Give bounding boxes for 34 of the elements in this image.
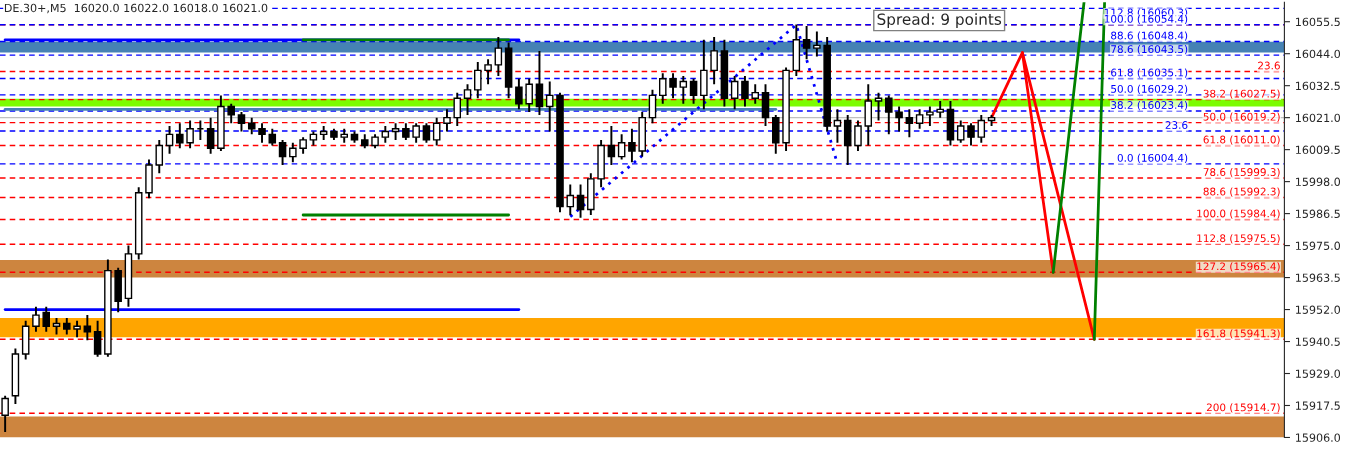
ref-line-label: 100.0 (15984.4) <box>1197 209 1280 219</box>
ref-line-label: 127.2 (15965.4) <box>1197 262 1280 272</box>
ref-line-label: 50.0 (16019.2) <box>1203 112 1280 122</box>
ref-line-label: 50.0 (16029.2) <box>1111 84 1188 95</box>
y-tick-label: 16044.0 <box>1296 49 1341 59</box>
y-tick-label: 15986.5 <box>1296 209 1340 218</box>
chart-title: DE.30+,M5 16020.0 16022.0 16018.0 16021.0 <box>4 3 268 14</box>
ref-line-label: 88.6 (15992.3) <box>1203 187 1280 197</box>
ref-line-label: 112.8 (15975.5) <box>1197 234 1280 244</box>
y-tick-label: 15952.0 <box>1296 305 1341 314</box>
y-tick-label: 16032.5 <box>1296 81 1340 91</box>
ref-line-label: 200 (15914.7) <box>1206 403 1280 413</box>
ref-line-label: 88.6 (16048.4) <box>1111 31 1188 41</box>
y-tick-label: 15975.0 <box>1296 241 1341 250</box>
annotation: 23.6 <box>1258 61 1280 70</box>
annotation: 23.6 <box>1165 121 1188 129</box>
y-tick-label: 16021.0 <box>1296 113 1341 123</box>
ref-line-label: 161.8 (15941.3) <box>1197 329 1280 339</box>
ref-line-label: 78.6 (16043.5) <box>1111 45 1188 55</box>
y-tick-label: 16009.5 <box>1296 145 1340 155</box>
ref-line-label: 38.2 (16023.4) <box>1111 100 1188 111</box>
y-tick-label: 15963.5 <box>1296 273 1340 282</box>
ref-line-label: 78.6 (15999.3) <box>1203 167 1280 178</box>
annotation: Spread: 9 points <box>877 13 1002 28</box>
y-tick-label: 15929.0 <box>1296 369 1341 378</box>
y-tick-label: 15917.5 <box>1296 401 1340 410</box>
ref-line-label: 61.8 (16011.0) <box>1203 135 1280 145</box>
y-tick-label: 15998.0 <box>1296 177 1341 186</box>
y-tick-label: 15940.5 <box>1296 337 1340 346</box>
ref-line-label: 0.0 (16004.4) <box>1117 153 1188 164</box>
ref-line-label: 61.8 (16035.1) <box>1111 68 1188 78</box>
y-tick-label: 16055.5 <box>1296 17 1340 27</box>
ref-line-label: 38.2 (16027.5) <box>1203 89 1280 99</box>
y-tick-label: 15906.0 <box>1296 433 1341 442</box>
